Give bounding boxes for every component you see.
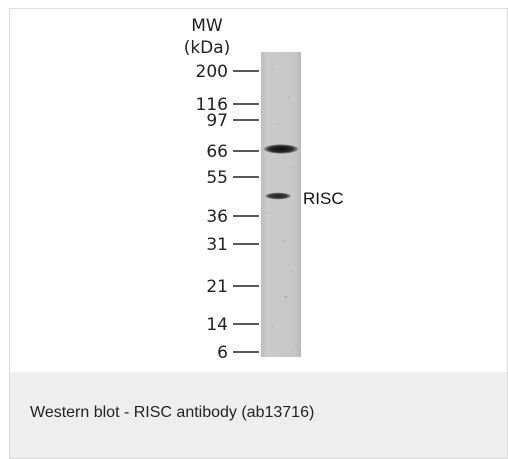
western-blot-figure[interactable]: MW (kDa) RISC: [10, 9, 507, 371]
mw-label: 200: [196, 62, 228, 82]
band-66kda[interactable]: [264, 144, 298, 154]
mw-label: 55: [206, 168, 228, 188]
band-risc[interactable]: [265, 192, 291, 200]
mw-marker-21: 21: [206, 277, 259, 297]
mw-label: 116: [196, 95, 228, 115]
mw-marker-6: 6: [217, 343, 259, 363]
lane-noise: [268, 68, 297, 346]
mw-marker-116: 116: [196, 95, 259, 115]
caption-area: Western blot - RISC antibody (ab13716): [10, 372, 507, 458]
mw-marker-200: 200: [196, 62, 259, 82]
mw-label: 31: [206, 235, 228, 255]
western-blot-image: MW (kDa) RISC: [184, 16, 344, 363]
mw-label: 6: [217, 343, 228, 363]
mw-marker-36: 36: [206, 207, 259, 227]
mw-label: 14: [206, 315, 228, 335]
product-image-card: MW (kDa) RISC: [9, 8, 508, 459]
blot-lane: [261, 52, 301, 357]
mw-marker-31: 31: [206, 235, 259, 255]
band-label-risc: RISC: [303, 189, 344, 208]
mw-label: 36: [206, 207, 228, 227]
mw-header-line2: (kDa): [184, 38, 231, 58]
mw-label: 21: [206, 277, 228, 297]
mw-marker-66: 66: [206, 142, 259, 162]
image-caption: Western blot - RISC antibody (ab13716): [30, 404, 315, 421]
mw-marker-97: 97: [206, 111, 259, 131]
mw-markers: 200 116 97 66 55: [196, 62, 259, 363]
mw-header-line1: MW: [191, 16, 223, 36]
mw-marker-55: 55: [206, 168, 259, 188]
mw-label: 66: [206, 142, 228, 162]
mw-label: 97: [206, 111, 228, 131]
mw-marker-14: 14: [206, 315, 259, 335]
